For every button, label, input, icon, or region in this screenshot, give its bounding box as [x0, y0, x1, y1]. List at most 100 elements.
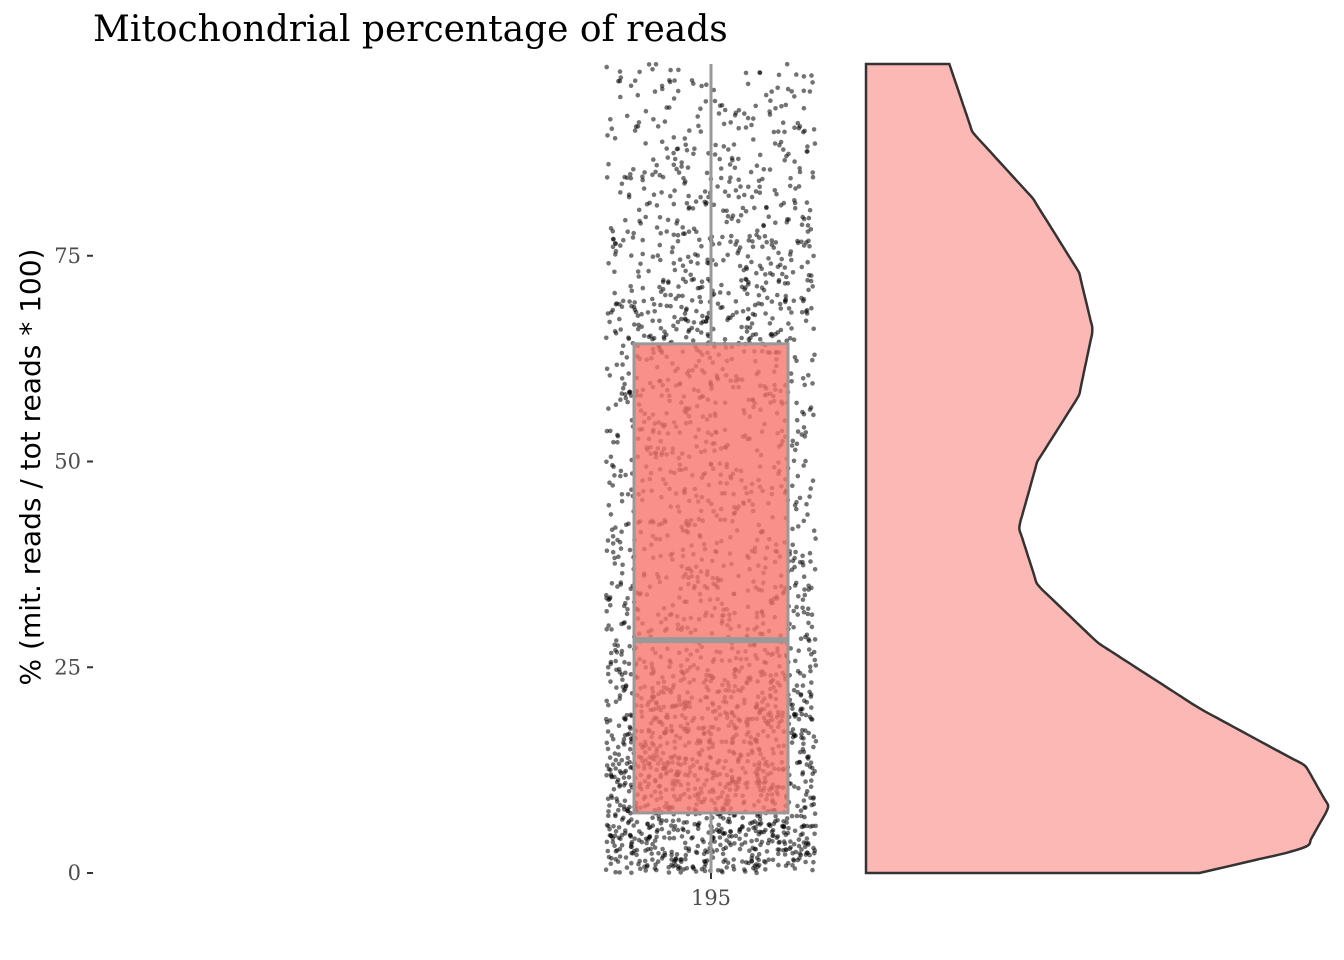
data-point	[611, 439, 616, 445]
data-point	[778, 306, 784, 311]
data-point	[675, 232, 681, 238]
data-point	[618, 243, 623, 248]
data-point	[619, 621, 624, 627]
data-point	[769, 238, 775, 243]
data-point	[754, 270, 759, 276]
data-point	[617, 802, 623, 808]
data-point	[812, 141, 818, 146]
data-point	[790, 702, 795, 708]
data-point	[628, 736, 634, 741]
data-point	[724, 208, 729, 214]
y-tick-label: 0	[68, 861, 81, 885]
data-point	[608, 772, 614, 777]
data-point	[608, 454, 614, 460]
data-point	[623, 217, 628, 223]
data-point	[658, 302, 663, 308]
data-point	[628, 586, 634, 592]
data-point	[795, 689, 800, 695]
data-point	[652, 89, 658, 94]
data-point	[619, 832, 625, 838]
data-point	[621, 736, 627, 742]
data-point	[767, 321, 773, 326]
data-point	[636, 120, 642, 125]
data-point	[621, 237, 626, 243]
data-point	[728, 239, 733, 244]
data-point	[740, 205, 746, 211]
data-point	[636, 207, 642, 213]
data-point	[745, 81, 751, 87]
data-point	[738, 213, 744, 218]
data-point	[623, 855, 629, 860]
data-point	[705, 315, 710, 321]
data-point	[626, 661, 632, 667]
data-point	[664, 105, 669, 110]
data-point	[790, 542, 795, 548]
data-point	[727, 162, 733, 167]
data-point	[764, 849, 770, 854]
data-point	[787, 336, 793, 341]
data-point	[683, 852, 689, 858]
data-point	[682, 181, 687, 186]
data-point	[625, 820, 631, 826]
data-point	[684, 201, 690, 206]
data-point	[608, 861, 614, 867]
data-point	[699, 320, 704, 326]
data-point	[622, 381, 627, 387]
data-point	[652, 845, 658, 850]
data-point	[660, 846, 665, 852]
data-point	[808, 784, 814, 789]
data-point	[623, 472, 628, 478]
data-point	[792, 733, 797, 739]
data-point	[790, 558, 796, 564]
data-point	[791, 857, 796, 862]
data-point	[782, 852, 788, 857]
data-point	[763, 311, 768, 316]
data-point	[605, 746, 611, 752]
data-point	[742, 111, 747, 116]
data-point	[805, 259, 810, 265]
data-point	[799, 847, 804, 852]
data-point	[626, 789, 632, 794]
data-point	[638, 866, 643, 872]
data-point	[609, 795, 615, 800]
data-point	[604, 839, 610, 845]
data-point	[612, 642, 617, 648]
data-point	[612, 473, 617, 478]
data-point	[780, 271, 785, 277]
data-point	[721, 121, 727, 127]
data-point	[704, 815, 709, 821]
data-point	[690, 206, 696, 211]
data-point	[626, 775, 632, 780]
data-point	[719, 826, 724, 832]
data-point	[617, 854, 623, 859]
data-point	[801, 296, 807, 302]
data-point	[701, 839, 706, 845]
data-point	[716, 822, 721, 828]
data-point	[625, 399, 630, 405]
data-point	[794, 683, 800, 688]
data-point	[634, 819, 640, 825]
data-point	[793, 549, 798, 555]
data-point	[717, 241, 722, 246]
data-point	[775, 264, 781, 270]
data-point	[620, 343, 626, 349]
data-point	[766, 857, 771, 862]
data-point	[791, 337, 797, 343]
data-point	[776, 72, 782, 78]
data-point	[800, 409, 805, 415]
data-point	[722, 107, 728, 113]
data-point	[610, 549, 616, 555]
data-point	[622, 798, 628, 804]
data-point	[620, 684, 626, 690]
data-point	[748, 169, 754, 175]
data-point	[764, 205, 769, 211]
data-point	[791, 625, 796, 630]
data-point	[790, 483, 795, 489]
data-point	[797, 760, 803, 765]
data-point	[798, 813, 804, 819]
data-point	[789, 567, 795, 572]
data-point	[654, 834, 659, 840]
data-point	[667, 78, 672, 83]
data-point	[809, 585, 814, 591]
data-point	[728, 829, 733, 834]
